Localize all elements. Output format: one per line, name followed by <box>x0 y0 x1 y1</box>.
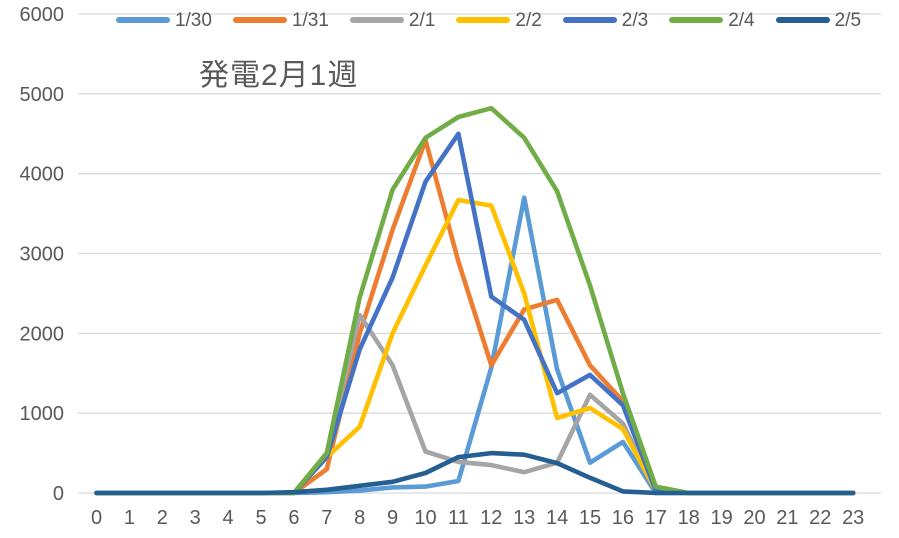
y-tick-label: 6000 <box>20 4 65 26</box>
x-tick-label: 16 <box>612 507 634 529</box>
x-tick-label: 1 <box>124 507 135 529</box>
x-tick-label: 2 <box>157 507 168 529</box>
legend-swatch-2/1 <box>349 17 404 23</box>
legend-swatch-1/30 <box>115 17 170 23</box>
x-tick-label: 11 <box>448 507 469 529</box>
legend-label: 2/1 <box>408 9 436 31</box>
x-tick-label: 6 <box>288 507 299 529</box>
x-tick-label: 22 <box>809 507 831 529</box>
x-tick-label: 23 <box>842 507 864 529</box>
x-tick-label: 17 <box>645 507 667 529</box>
x-tick-label: 14 <box>546 507 568 529</box>
legend-item-2/5[interactable]: 2/5 <box>775 9 862 31</box>
legend-swatch-1/31 <box>232 17 287 23</box>
y-axis-labels: 0 1000 2000 3000 4000 5000 6000 <box>20 4 65 505</box>
chart-title: 発電2月1週 <box>199 59 359 92</box>
y-tick-label: 0 <box>53 483 64 505</box>
series-line-1/31[interactable] <box>94 137 856 496</box>
x-tick-label: 19 <box>710 507 732 529</box>
x-tick-label: 15 <box>579 507 601 529</box>
x-tick-label: 8 <box>354 507 365 529</box>
legend-swatch-2/2 <box>456 17 511 23</box>
legend-item-2/2[interactable]: 2/2 <box>456 9 542 31</box>
legend-item-2/3[interactable]: 2/3 <box>562 9 649 31</box>
y-tick-label: 1000 <box>20 403 65 425</box>
x-tick-label: 20 <box>743 507 765 529</box>
chart-legend: 1/30 1/31 2/1 2/2 2/3 2/4 2/5 <box>96 6 881 34</box>
legend-item-2/4[interactable]: 2/4 <box>669 9 755 31</box>
series-line-1/30[interactable] <box>94 195 856 496</box>
legend-label: 1/31 <box>291 9 329 31</box>
x-tick-label: 5 <box>255 507 266 529</box>
legend-label: 2/5 <box>834 9 862 31</box>
y-tick-label: 4000 <box>20 164 65 186</box>
legend-item-1/30[interactable]: 1/30 <box>115 9 212 31</box>
legend-label: 2/3 <box>621 9 649 31</box>
x-tick-label: 7 <box>321 507 332 529</box>
x-tick-label: 3 <box>190 507 201 529</box>
legend-item-2/1[interactable]: 2/1 <box>349 9 436 31</box>
y-tick-label: 3000 <box>20 244 65 266</box>
x-tick-label: 10 <box>414 507 436 529</box>
y-tick-label: 2000 <box>20 323 65 345</box>
series-line-2/2[interactable] <box>94 197 856 496</box>
legend-label: 1/30 <box>174 9 212 31</box>
series-lines <box>94 105 856 496</box>
x-tick-label: 12 <box>480 507 502 529</box>
x-tick-label: 18 <box>678 507 700 529</box>
series-line-2/1[interactable] <box>94 312 856 496</box>
legend-label: 2/2 <box>515 9 542 31</box>
x-tick-label: 4 <box>223 507 234 529</box>
legend-item-1/31[interactable]: 1/31 <box>232 9 329 31</box>
x-tick-label: 9 <box>387 507 398 529</box>
y-tick-label: 5000 <box>20 84 65 106</box>
legend-swatch-2/3 <box>562 17 617 23</box>
series-line-2/5[interactable] <box>94 450 856 496</box>
legend-label: 2/4 <box>728 9 755 31</box>
legend-swatch-2/5 <box>775 17 830 23</box>
x-tick-label: 0 <box>91 507 102 529</box>
x-tick-label: 13 <box>513 507 535 529</box>
series-line-2/4[interactable] <box>94 105 856 496</box>
x-tick-label: 21 <box>776 507 798 529</box>
legend-swatch-2/4 <box>669 17 724 23</box>
x-axis-labels: 0 1 2 3 4 5 6 7 8 9 10 11 12 13 14 15 16 17 18 19 20 21 22 23 <box>91 507 864 529</box>
